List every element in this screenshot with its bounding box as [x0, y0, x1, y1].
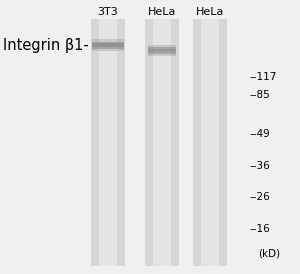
Bar — [200, 19, 220, 266]
Bar — [148, 45, 176, 56]
Text: --26: --26 — [249, 192, 270, 202]
Text: Integrin β1-: Integrin β1- — [3, 38, 89, 53]
Bar — [91, 19, 125, 266]
Text: --85: --85 — [249, 90, 270, 99]
Text: --36: --36 — [249, 161, 270, 171]
Text: --16: --16 — [249, 224, 270, 234]
Text: --117: --117 — [249, 72, 276, 82]
Bar — [148, 47, 176, 54]
Text: --49: --49 — [249, 129, 270, 139]
Bar — [92, 43, 124, 47]
Bar — [98, 19, 118, 266]
Text: HeLa: HeLa — [148, 7, 176, 17]
Bar — [92, 42, 124, 49]
Text: HeLa: HeLa — [196, 7, 224, 17]
Bar — [92, 39, 124, 51]
Bar — [145, 19, 179, 266]
Bar — [152, 19, 172, 266]
Bar — [148, 49, 176, 52]
Text: (kD): (kD) — [258, 249, 280, 258]
Bar — [193, 19, 227, 266]
Text: 3T3: 3T3 — [98, 7, 118, 17]
